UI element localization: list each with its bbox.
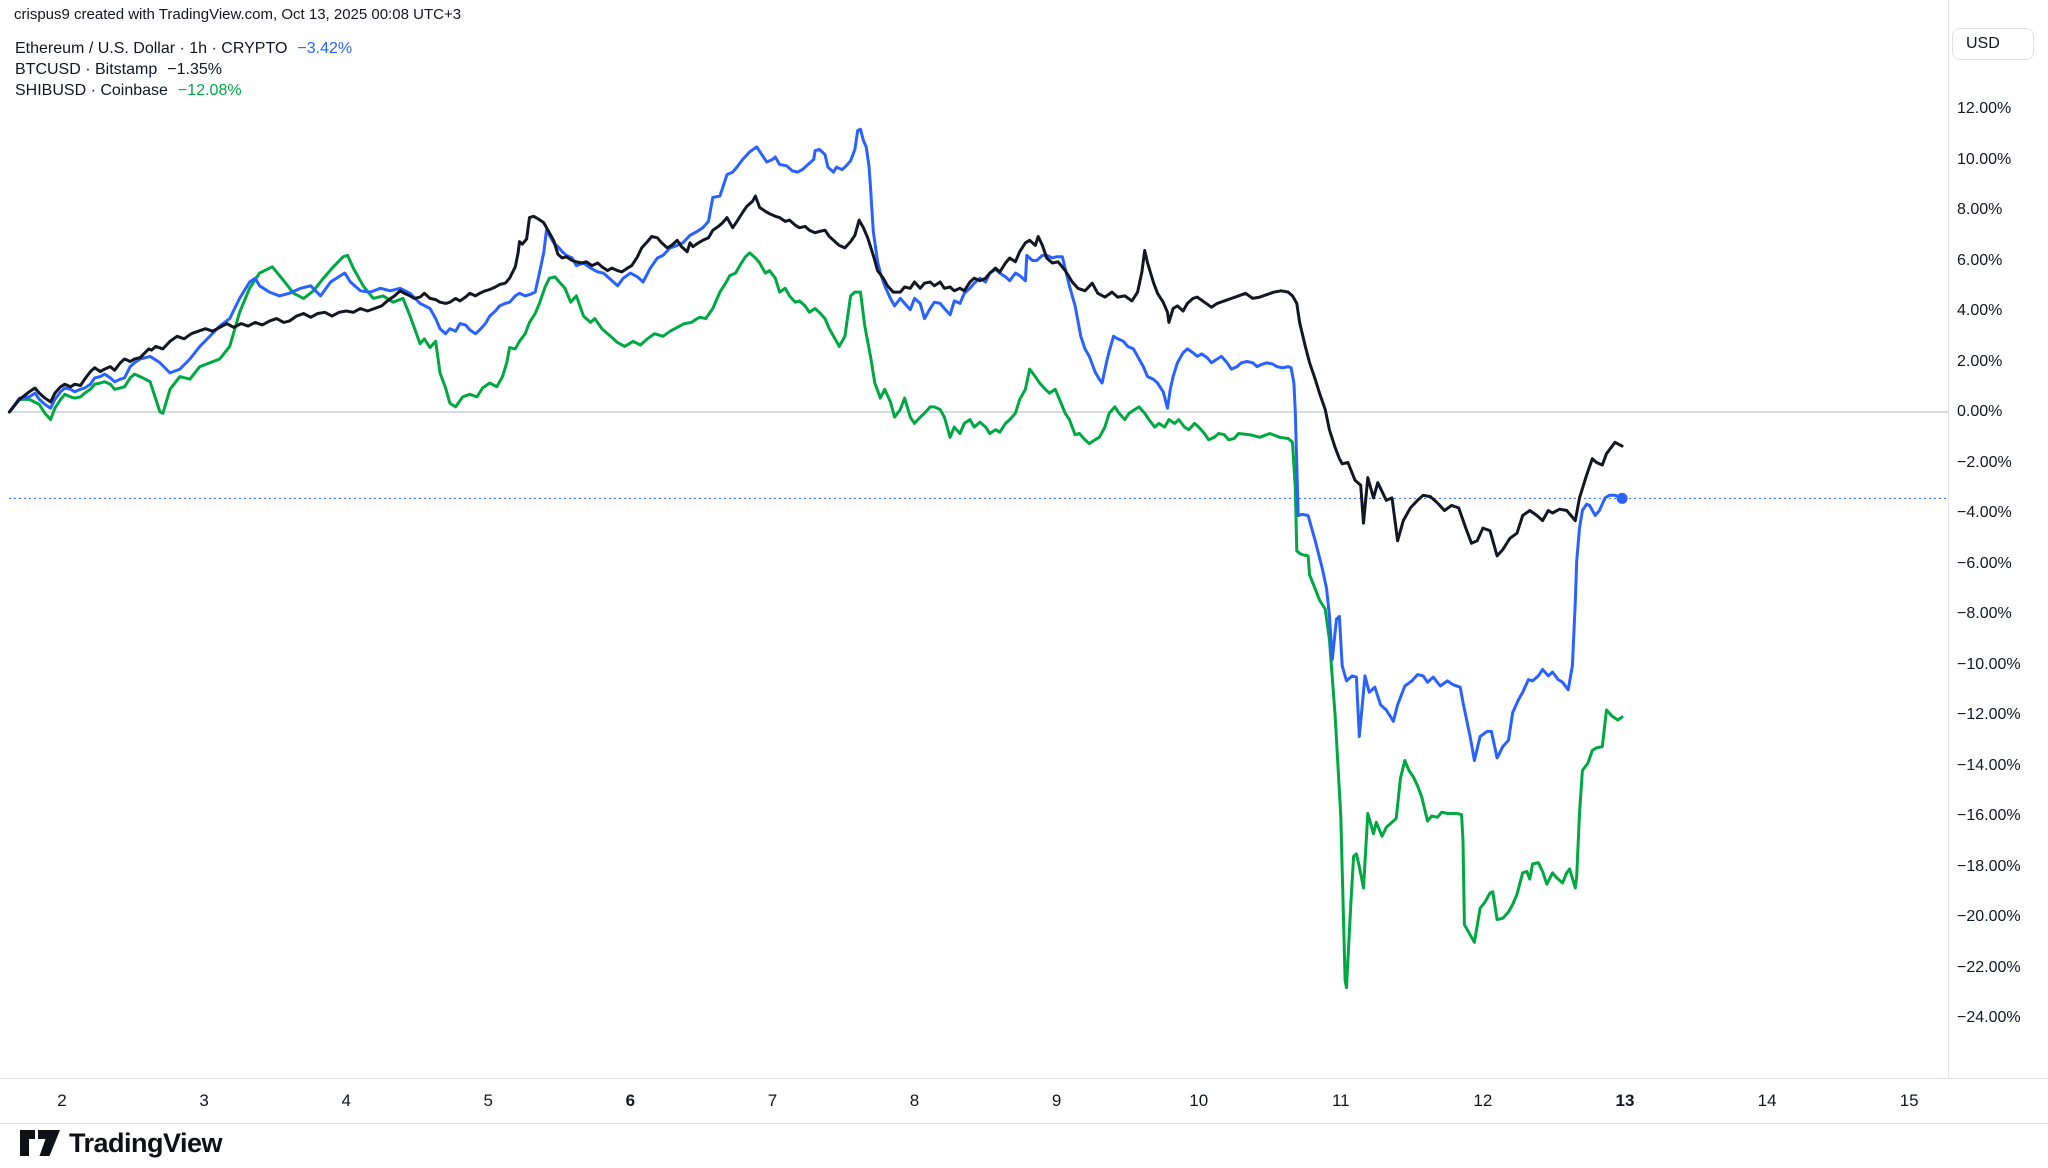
time-tick-label-10: 10: [1189, 1091, 1209, 1110]
ethusd-last-point-dot: [1616, 492, 1628, 504]
price-tick-label: 8.00%: [1957, 201, 2003, 218]
legend-label-btcusd: BTCUSD · Bitstamp: [15, 61, 158, 78]
time-tick-label-6: 6: [625, 1091, 636, 1110]
price-tick-label: 4.00%: [1957, 302, 2003, 319]
time-scale[interactable]: 2 3 4 5 6 7 8 9 10 11 12 13 14 15: [0, 1078, 2048, 1124]
tradingview-logo-icon: [20, 1130, 60, 1156]
time-tick-label-4: 4: [341, 1091, 351, 1110]
legend-row-ethusd[interactable]: Ethereum / U.S. Dollar · 1h · CRYPTO −3.4…: [15, 38, 352, 59]
time-tick-label-11: 11: [1331, 1091, 1350, 1110]
btcusd-series-line: [7, 194, 1624, 558]
time-tick-label-12: 12: [1473, 1091, 1493, 1110]
time-tick-label-7: 7: [767, 1091, 778, 1110]
price-tick-label: 10.00%: [1957, 150, 2012, 168]
tradingview-logo-text: TradingView: [69, 1127, 223, 1158]
time-tick-label-2: 2: [57, 1091, 67, 1110]
price-tick-label: 0.00%: [1957, 403, 2003, 420]
shibusd-series-line: [7, 251, 1624, 990]
chart-legend: Ethereum / U.S. Dollar · 1h · CRYPTO −3.4…: [15, 38, 352, 101]
price-tick-label: −24.00%: [1957, 1009, 2021, 1026]
legend-label-ethusd: Ethereum / U.S. Dollar · 1h · CRYPTO: [15, 40, 288, 57]
price-tick-label: −14.00%: [1957, 756, 2021, 774]
attribution-text: crispus9 created with TradingView.com, O…: [14, 6, 462, 23]
price-tick-label: 12.00%: [1957, 100, 2012, 117]
tradingview-logo-link[interactable]: TradingView: [20, 1126, 223, 1160]
price-tick-label: −20.00%: [1957, 908, 2021, 925]
time-tick-label-9: 9: [1051, 1091, 1062, 1110]
currency-unit-button[interactable]: USD: [1952, 28, 2034, 60]
legend-change-shibusd: −12.08%: [177, 82, 242, 99]
price-tick-label: −6.00%: [1957, 554, 2012, 572]
time-tick-label-13: 13: [1615, 1091, 1635, 1110]
price-scale[interactable]: USD 12.00% 10.00% 8.00% 6.00% 4.00% 2.00% 0.00…: [1948, 0, 2048, 1078]
legend-change-ethusd: −3.42%: [297, 40, 353, 57]
price-tick-label: −10.00%: [1957, 655, 2021, 673]
legend-label-shibusd: SHIBUSD · Coinbase: [15, 82, 168, 99]
ethusd-series-line: [7, 127, 1624, 762]
time-tick-label-14: 14: [1757, 1091, 1777, 1110]
time-tick-label-5: 5: [483, 1091, 493, 1110]
price-tick-label: −22.00%: [1957, 958, 2021, 976]
price-tick-label: −18.00%: [1957, 857, 2021, 875]
price-tick-label: −2.00%: [1957, 453, 2012, 471]
time-tick-label-8: 8: [909, 1091, 920, 1110]
time-tick-label-3: 3: [199, 1091, 209, 1110]
price-tick-label: 2.00%: [1957, 352, 2003, 370]
legend-row-btcusd[interactable]: BTCUSD · Bitstamp −1.35%: [15, 59, 352, 80]
price-tick-label: 6.00%: [1957, 251, 2003, 269]
legend-row-shibusd[interactable]: SHIBUSD · Coinbase −12.08%: [15, 80, 352, 101]
time-tick-label-15: 15: [1899, 1091, 1919, 1110]
price-tick-label: −16.00%: [1957, 807, 2021, 824]
price-tick-label: −4.00%: [1957, 504, 2012, 521]
price-tick-label: −8.00%: [1957, 605, 2012, 622]
price-tick-label: −12.00%: [1957, 706, 2021, 723]
legend-change-btcusd: −1.35%: [167, 61, 222, 78]
